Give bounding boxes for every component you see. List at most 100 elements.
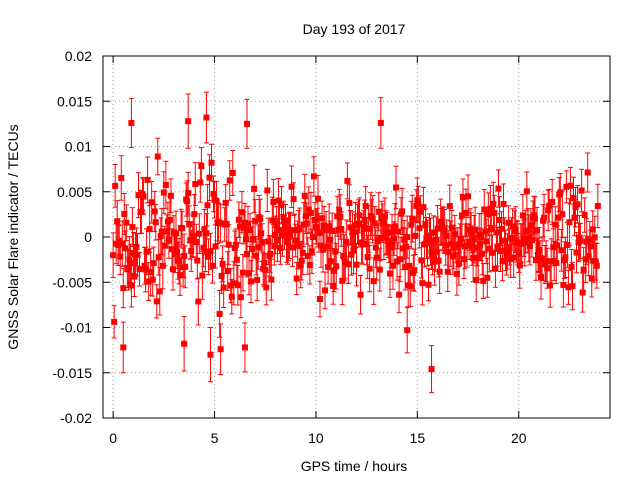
data-point xyxy=(546,202,553,209)
data-point xyxy=(403,243,410,250)
data-point xyxy=(540,217,547,224)
data-point xyxy=(234,282,241,289)
data-point xyxy=(459,194,466,201)
data-point xyxy=(588,275,595,282)
data-point xyxy=(155,254,162,261)
data-point xyxy=(257,215,264,222)
data-point xyxy=(280,214,287,221)
data-point xyxy=(327,236,334,243)
data-point xyxy=(293,275,300,282)
data-point xyxy=(538,274,545,281)
data-point xyxy=(343,238,350,245)
data-point xyxy=(320,246,327,253)
data-point xyxy=(142,266,149,273)
data-point xyxy=(292,237,299,244)
data-point xyxy=(505,219,512,226)
data-point xyxy=(515,249,522,256)
data-point xyxy=(146,226,153,233)
data-point xyxy=(325,264,332,271)
data-point xyxy=(347,224,354,231)
data-point xyxy=(455,260,462,267)
data-point xyxy=(486,245,493,252)
data-point xyxy=(518,239,525,246)
data-point xyxy=(434,225,441,232)
data-point xyxy=(186,221,193,228)
data-point xyxy=(553,259,560,266)
data-point xyxy=(409,215,416,222)
data-point xyxy=(376,266,383,273)
data-point xyxy=(420,204,427,211)
data-point xyxy=(269,217,276,224)
data-point xyxy=(445,249,452,256)
data-point xyxy=(127,260,134,267)
data-point xyxy=(249,245,256,252)
data-point xyxy=(243,120,250,127)
data-point xyxy=(163,228,170,235)
data-point xyxy=(306,261,313,268)
data-point xyxy=(143,248,150,255)
data-point xyxy=(121,210,128,217)
data-point xyxy=(563,183,570,190)
data-point xyxy=(273,221,280,228)
data-point xyxy=(216,310,223,317)
data-point xyxy=(286,232,293,239)
data-point xyxy=(254,276,261,283)
data-point xyxy=(539,255,546,262)
data-point xyxy=(173,230,180,237)
data-point xyxy=(224,268,231,275)
data-point xyxy=(428,366,435,373)
data-point xyxy=(240,224,247,231)
data-point xyxy=(202,248,209,255)
data-point xyxy=(176,258,183,265)
data-point xyxy=(586,237,593,244)
x-tick-label: 5 xyxy=(211,430,219,446)
data-point xyxy=(581,212,588,219)
data-point xyxy=(305,206,312,213)
y-axis-label: GNSS Solar Flare indicator / TECUs xyxy=(5,124,21,349)
data-point xyxy=(499,258,506,265)
data-point xyxy=(414,197,421,204)
x-tick-label: 15 xyxy=(410,430,426,446)
data-point xyxy=(417,208,424,215)
data-point xyxy=(435,257,442,264)
data-point xyxy=(251,185,258,192)
data-point xyxy=(498,225,505,232)
data-point xyxy=(151,208,158,215)
data-point xyxy=(203,230,210,237)
data-point xyxy=(110,252,117,259)
data-point xyxy=(242,236,249,243)
data-point xyxy=(400,245,407,252)
data-point xyxy=(246,270,253,277)
data-point xyxy=(122,245,129,252)
data-point xyxy=(509,223,516,230)
data-point xyxy=(555,214,562,221)
data-point xyxy=(226,177,233,184)
data-point xyxy=(565,284,572,291)
data-point xyxy=(363,240,370,247)
data-point xyxy=(589,226,596,233)
data-point xyxy=(370,278,377,285)
data-point xyxy=(328,258,335,265)
data-point xyxy=(199,272,206,279)
data-point xyxy=(394,258,401,265)
data-point xyxy=(481,206,488,213)
data-point xyxy=(404,327,411,334)
axis-ticks: 0 5 10 15 20 -0.02 -0.015 -0.01 -0.005 0 0.005 0.01… xyxy=(52,48,610,446)
data-point xyxy=(521,239,528,246)
data-point xyxy=(230,280,237,287)
data-point xyxy=(145,278,152,285)
data-point xyxy=(201,226,208,233)
data-point xyxy=(564,242,571,249)
data-point xyxy=(566,219,573,226)
data-point xyxy=(453,270,460,277)
data-point xyxy=(348,251,355,258)
data-point xyxy=(303,220,310,227)
data-point xyxy=(579,289,586,296)
data-point xyxy=(185,118,192,125)
data-point xyxy=(235,216,242,223)
data-point xyxy=(471,236,478,243)
data-point xyxy=(148,199,155,206)
data-point xyxy=(482,228,489,235)
data-point xyxy=(380,234,387,241)
data-point xyxy=(212,243,219,250)
